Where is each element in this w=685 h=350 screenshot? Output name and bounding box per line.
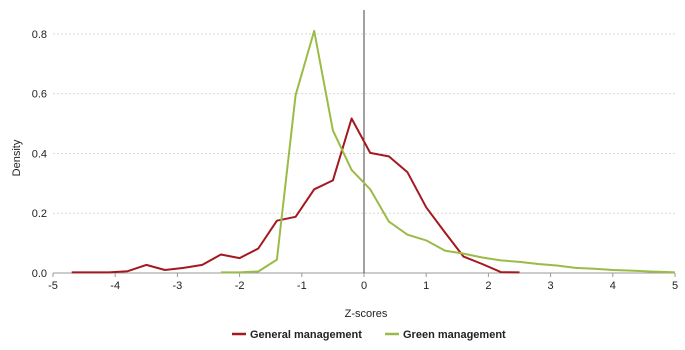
legend-item: Green management [385,329,506,341]
tick-labels: 0.0 0.2 0.4 0.6 0.8 -5 -4 -3 -2 -1 0 1 2 3 4 5 [32,29,678,292]
x-tick-label: -4 [110,280,120,292]
legend-label: General management [250,329,362,341]
y-tick-label: 0.6 [32,89,47,101]
series-lines [71,29,676,274]
x-axis-title: Z-scores [345,308,388,320]
x-tick-label: 4 [610,280,616,292]
y-tick-label: 0.4 [32,148,47,160]
x-tick-label: 3 [548,280,554,292]
y-tick-label: 0.8 [32,29,47,41]
series-line-green-management [220,29,676,274]
x-tick-label: 0 [361,280,367,292]
legend-item: General management [232,329,362,341]
y-tick-label: 0.2 [32,208,47,220]
x-tick-label: -3 [173,280,183,292]
x-tick-label: -1 [297,280,307,292]
x-tick-label: -2 [235,280,245,292]
y-axis-title: Density [11,139,23,176]
y-tick-label: 0.0 [32,268,47,280]
x-tick-label: -5 [48,280,58,292]
x-tick-label: 5 [672,280,678,292]
series-line-general-management [71,117,520,274]
x-tick-label: 2 [485,280,491,292]
legend-label: Green management [403,329,506,341]
legend: General management Green management [232,329,506,341]
x-tick-label: 1 [423,280,429,292]
